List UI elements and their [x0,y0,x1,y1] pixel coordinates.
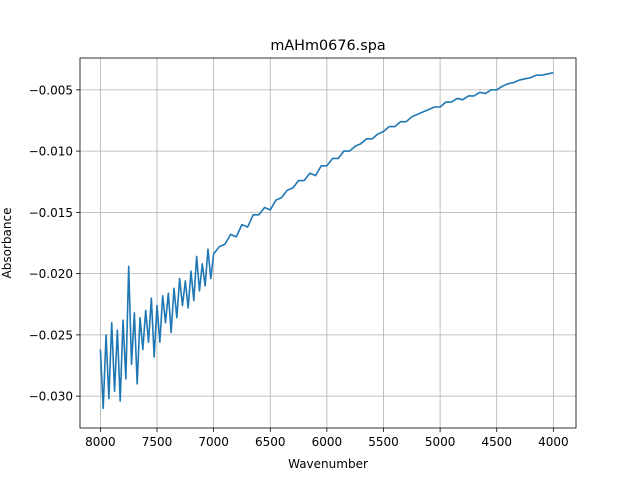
y-tick-label: −0.010 [29,145,73,159]
x-tick-label: 8000 [85,435,116,449]
chart-title: mAHm0676.spa [270,38,385,54]
x-tick-label: 6500 [255,435,286,449]
y-tick-label: −0.005 [29,83,73,97]
y-axis-label: Absorbance [0,208,14,279]
y-tick-label: −0.015 [29,206,73,220]
x-tick-label: 4000 [538,435,569,449]
x-tick-label: 7000 [198,435,229,449]
x-tick-label: 6000 [312,435,343,449]
series-group [99,71,554,410]
x-tick-label: 4500 [481,435,512,449]
series-line [99,71,554,410]
plot-frame [79,57,577,429]
y-tick-label: −0.030 [29,390,73,404]
x-tick-label: 7500 [142,435,173,449]
x-tick-label: 5500 [368,435,399,449]
y-tick-label: −0.020 [29,267,73,281]
grid [80,58,576,428]
y-axis-ticks: −0.030 −0.025 −0.020 −0.015 −0.010 −0.005 [29,83,80,404]
x-tick-label: 5000 [425,435,456,449]
x-axis-ticks: 8000 7500 7000 6500 6000 5500 5000 4500 4000 [85,428,569,449]
y-tick-label: −0.025 [29,328,73,342]
x-axis-label: Wavenumber [288,457,368,471]
